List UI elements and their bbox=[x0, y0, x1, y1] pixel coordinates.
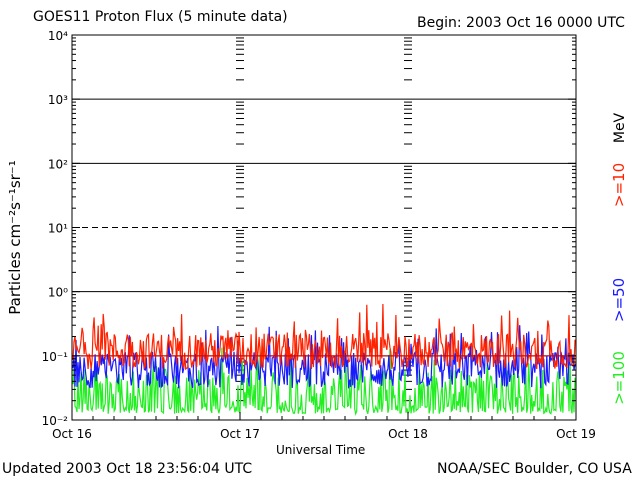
begin-time: Begin: 2003 Oct 16 0000 UTC bbox=[417, 15, 625, 31]
legend-ge100: >=100 bbox=[610, 351, 628, 405]
x-tick-label: Oct 19 bbox=[556, 427, 596, 441]
y-tick-label: 10⁴ bbox=[48, 29, 68, 43]
y-axis-label: Particles cm⁻²s⁻¹sr⁻¹ bbox=[6, 160, 24, 314]
credit-text: NOAA/SEC Boulder, CO USA bbox=[437, 461, 632, 477]
frame-layer bbox=[71, 34, 577, 421]
y-tick-label: 10² bbox=[48, 157, 68, 171]
y-tick-label: 10⁰ bbox=[48, 286, 68, 300]
y-tick-label: 10⁻¹ bbox=[42, 350, 69, 364]
legend-ge50: >=50 bbox=[610, 278, 628, 322]
x-axis-label: Universal Time bbox=[276, 443, 366, 457]
updated-time: Updated 2003 Oct 18 23:56:04 UTC bbox=[2, 461, 253, 477]
x-tick-label: Oct 17 bbox=[220, 427, 260, 441]
series-line-ge10 bbox=[72, 303, 576, 371]
chart-title: GOES11 Proton Flux (5 minute data) bbox=[33, 9, 288, 25]
legend-ge10: >=10 bbox=[610, 163, 628, 207]
x-tick-label: Oct 16 bbox=[52, 427, 92, 441]
x-tick-label: Oct 18 bbox=[388, 427, 428, 441]
series-line-ge50 bbox=[72, 325, 576, 389]
y-tick-label: 10¹ bbox=[48, 222, 68, 236]
series-layer bbox=[72, 303, 576, 416]
y-tick-label: 10³ bbox=[48, 93, 68, 107]
y-tick-label: 10⁻² bbox=[42, 414, 69, 428]
unit-label: MeV bbox=[612, 112, 628, 143]
labels-layer: 10⁻² 10⁻¹ 10⁰ 10¹ 10² 10³ 10⁴ Oct 16 Oct 17 Oct 1… bbox=[6, 29, 628, 441]
